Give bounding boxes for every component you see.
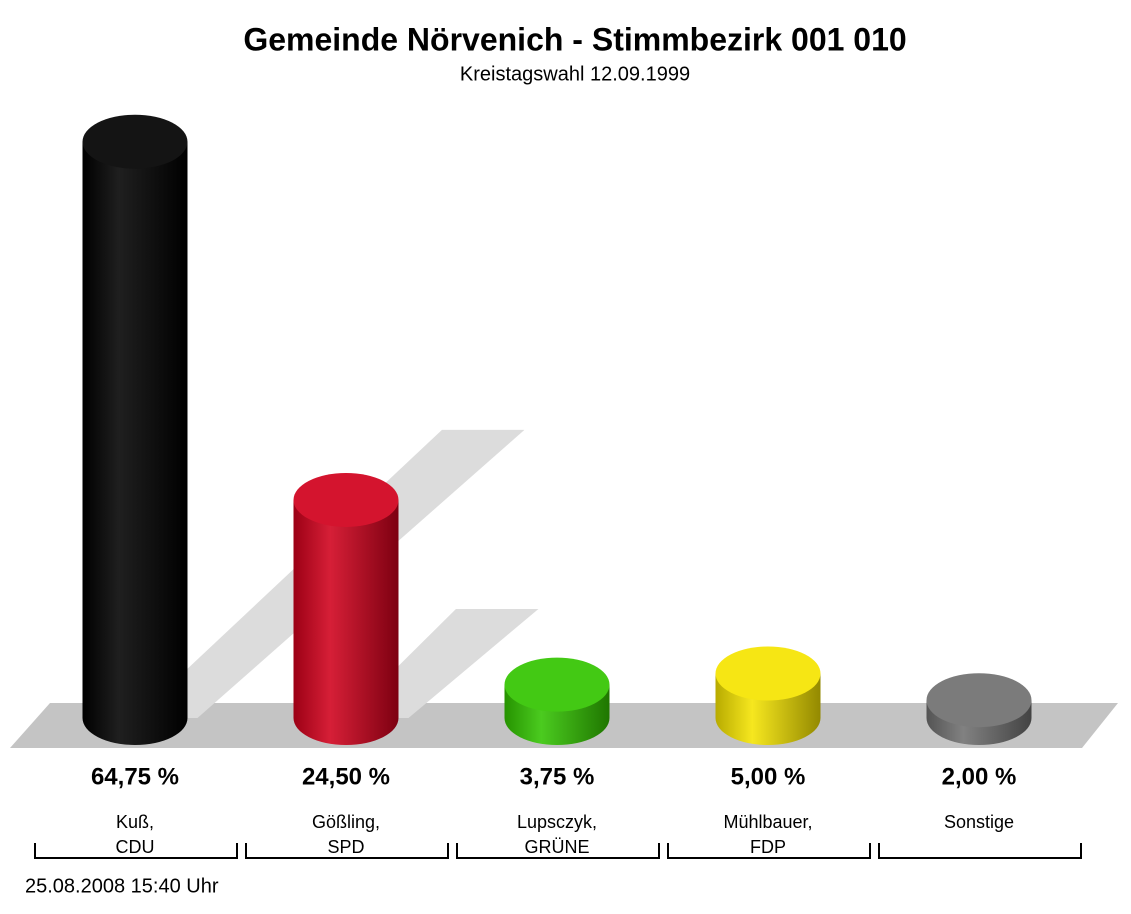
category-bracket [34,843,238,859]
bar-cap [82,114,188,169]
x-tick-label: GRÜNE [524,837,589,857]
x-tick-label: Kuß, [116,812,154,832]
value-label: 2,00 % [942,763,1017,790]
value-label: 3,75 % [520,763,595,790]
category-bracket [667,843,871,859]
x-tick-label: SPD [327,837,364,857]
category-bracket [456,843,660,859]
chart-title: Gemeinde Nörvenich - Stimmbezirk 001 010 [243,21,906,57]
category-bracket [245,843,449,859]
bar [293,499,399,745]
x-tick-label: Lupsczyk, [517,812,597,832]
value-label: 24,50 % [302,763,390,790]
footer: 25.08.2008 15:40 Uhr [25,875,219,897]
bar-cap [504,657,610,712]
chart-subtitle: Kreistagswahl 12.09.1999 [460,63,690,85]
x-tick-label: Gößling, [312,812,380,832]
value-label: 64,75 % [91,763,179,790]
x-tick-label: Mühlbauer, [723,812,812,832]
x-tick-label: CDU [116,837,155,857]
x-tick-label: Sonstige [944,812,1014,832]
value-label: 5,00 % [731,763,806,790]
bar-cap [926,673,1032,728]
bar-cap [715,646,821,701]
category-bracket [878,843,1082,859]
bar [82,141,188,746]
bar-cap [293,472,399,527]
x-tick-label: FDP [750,837,786,857]
